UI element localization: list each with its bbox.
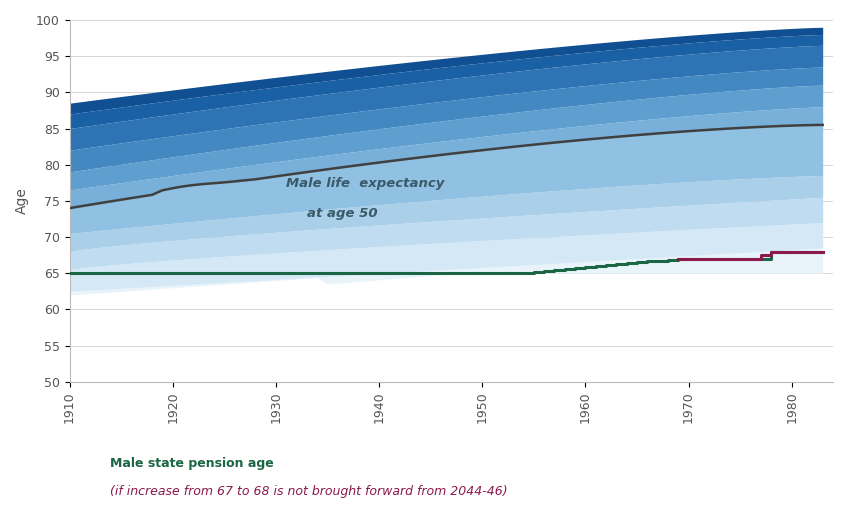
Text: at age 50: at age 50 [307,206,377,220]
Text: (if increase from 67 to 68 is not brought forward from 2044-46): (if increase from 67 to 68 is not brough… [110,485,508,498]
Y-axis label: Age: Age [15,187,29,214]
Text: Male life  expectancy: Male life expectancy [286,177,444,190]
Text: Male state pension age: Male state pension age [110,457,274,470]
